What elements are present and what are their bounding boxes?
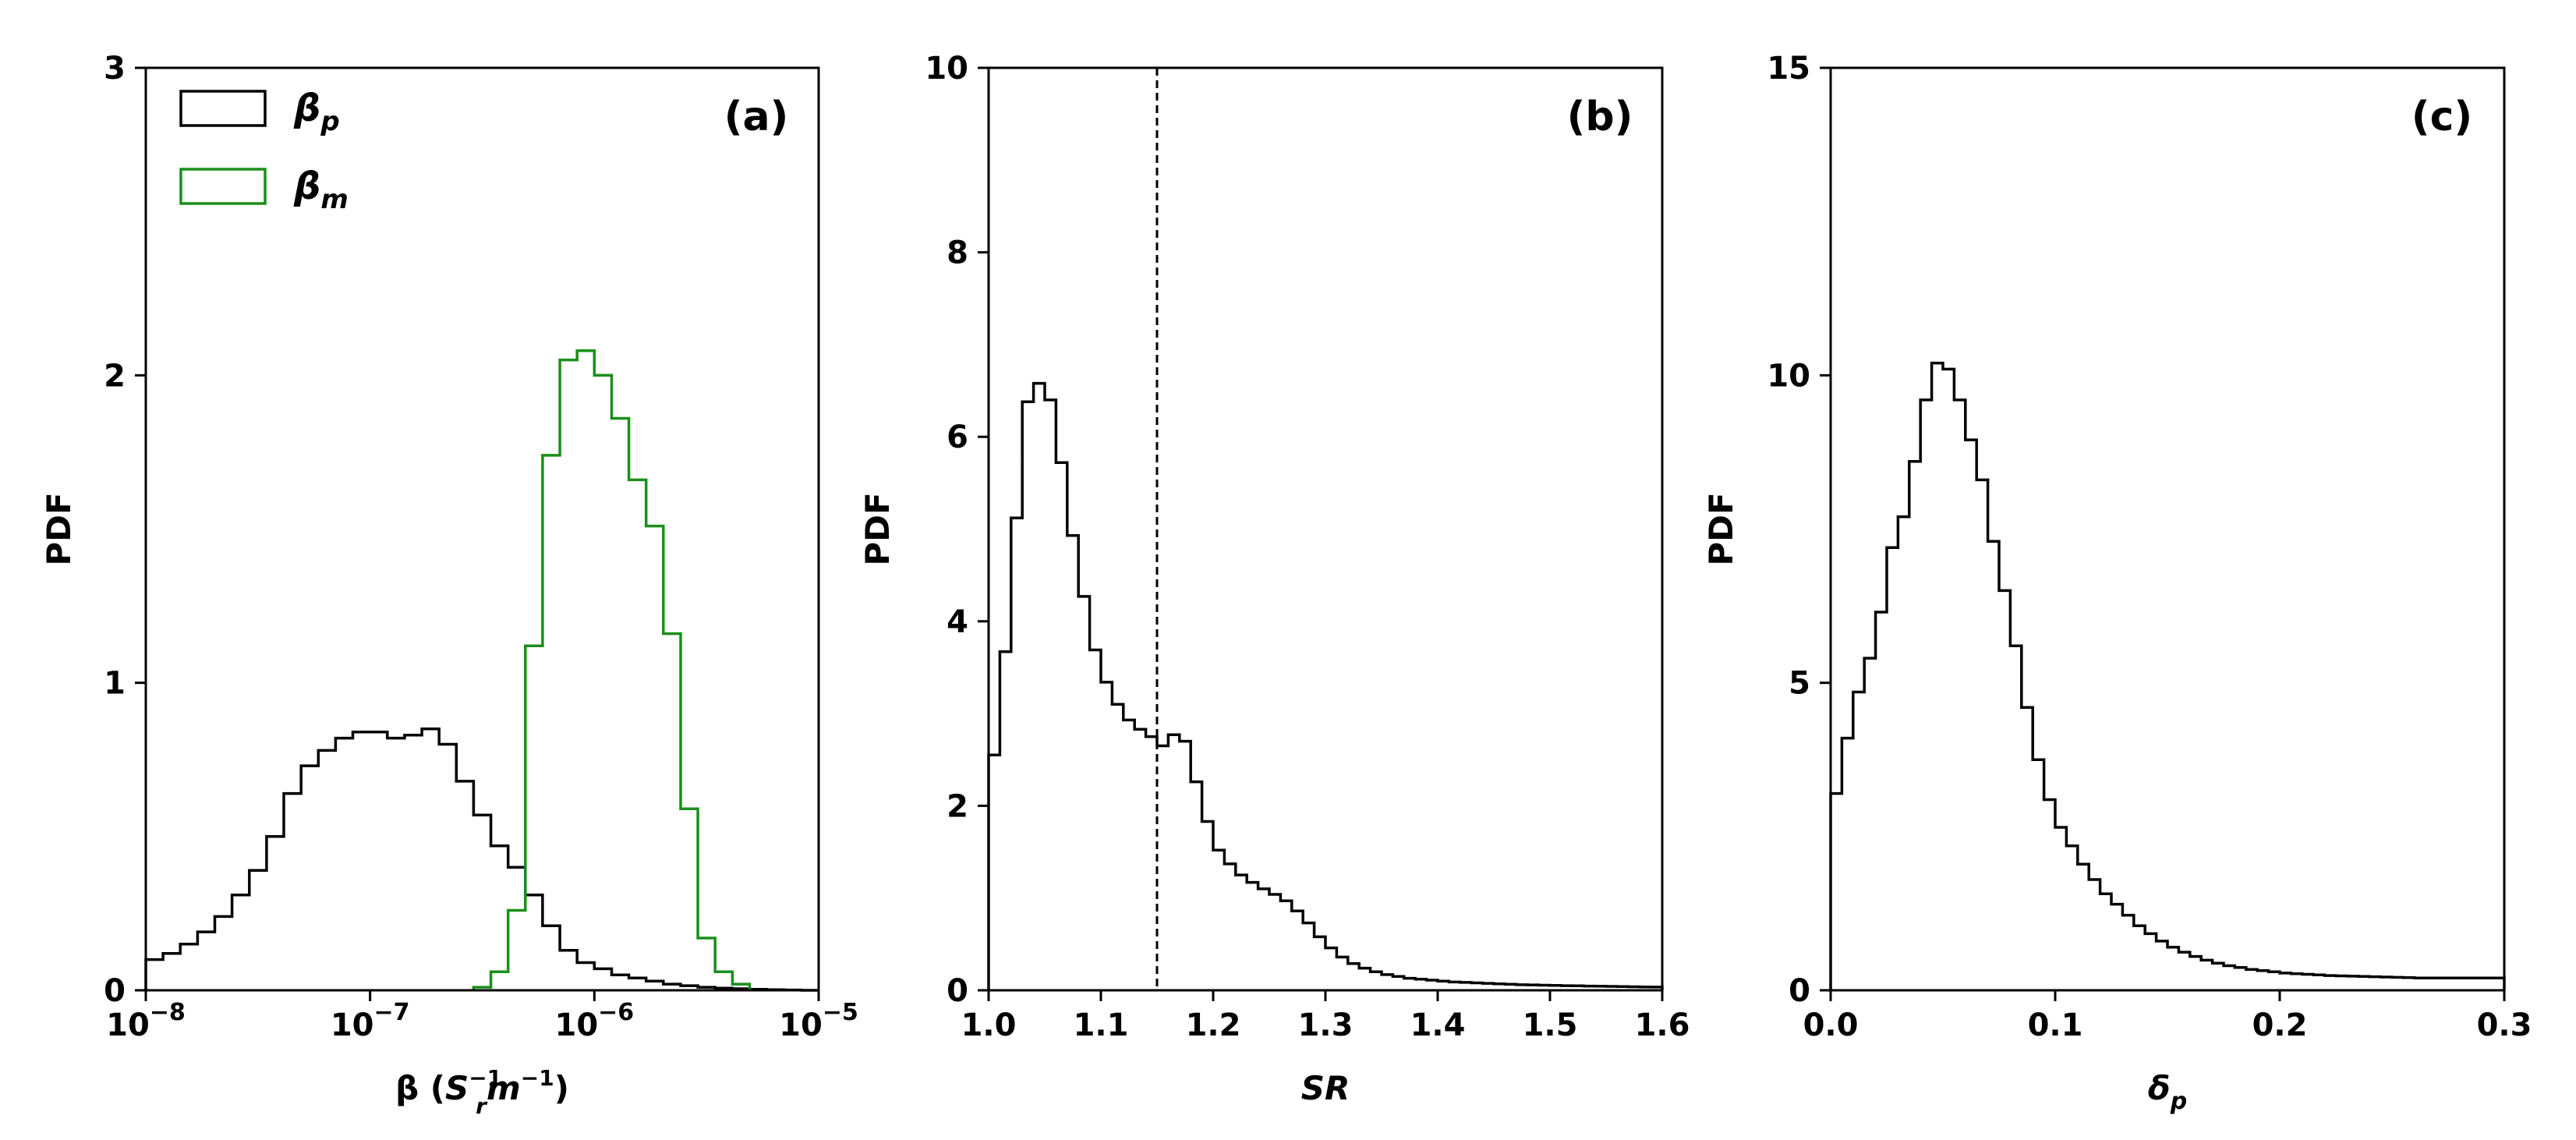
- x-tick-label: 10−7: [331, 999, 410, 1043]
- chart-panel-3: 0.0 0.1 0.2 0.3 0 5 10 15 PDF δp (c): [1702, 51, 2532, 1115]
- y-tick-label: 0: [104, 973, 126, 1009]
- x-tick-label: 0.1: [2028, 1007, 2083, 1043]
- y-axis-label: PDF: [40, 492, 78, 565]
- x-tick-label: 1.0: [961, 1007, 1017, 1043]
- x-tick-label: 10−5: [779, 999, 858, 1043]
- panel-label: (a): [724, 94, 789, 140]
- x-tick-label: 0.0: [1803, 1007, 1859, 1043]
- x-tick-label: 1.1: [1074, 1007, 1129, 1043]
- x-tick-label: 1.2: [1186, 1007, 1241, 1043]
- x-tick-label: 1.5: [1523, 1007, 1578, 1043]
- legend-swatch: [179, 90, 267, 127]
- y-tick-label: 10: [925, 51, 968, 87]
- panel-label: (c): [2411, 94, 2472, 140]
- x-tick-label: 1.4: [1410, 1007, 1466, 1043]
- x-tick-label: 1.3: [1298, 1007, 1353, 1043]
- x-tick-label: 1.6: [1635, 1007, 1690, 1043]
- chart-panel-2: 1.0 1.1 1.2 1.3 1.4 1.5 1.6 0 2 4 6 8 10 PDF SR (b): [858, 51, 1690, 1107]
- x-axis-label: β (S−1 rm−1): [395, 1065, 569, 1119]
- y-tick-label: 0: [1789, 973, 1810, 1009]
- y-tick-label: 4: [947, 604, 968, 640]
- x-tick-label: 10−8: [106, 999, 186, 1043]
- y-tick-label: 8: [947, 235, 968, 271]
- y-tick-label: 2: [104, 358, 126, 394]
- histogram-series-βm: [472, 349, 752, 990]
- x-axis-label: SR: [1301, 1069, 1350, 1107]
- axes-frame: [144, 66, 820, 992]
- y-tick-label: 5: [1789, 666, 1810, 702]
- panel-label: (b): [1567, 94, 1633, 140]
- x-axis-label: δp: [2148, 1069, 2187, 1115]
- y-tick-label: 1: [104, 666, 126, 702]
- x-tick-label: 10−6: [554, 999, 634, 1043]
- legend-label: βp: [293, 87, 340, 137]
- x-tick-label: 0.3: [2477, 1007, 2532, 1043]
- y-tick-label: 3: [104, 51, 126, 87]
- y-tick-label: 2: [947, 788, 968, 824]
- histogram-series-series-1: [1829, 361, 2506, 990]
- y-tick-label: 6: [947, 420, 968, 455]
- y-tick-label: 0: [947, 973, 968, 1009]
- legend: βp βm: [179, 87, 349, 215]
- y-tick-label: 10: [1767, 358, 1810, 394]
- histogram-series-series-1: [987, 381, 1664, 990]
- legend-swatch: [179, 168, 267, 205]
- y-axis-label: PDF: [1702, 492, 1740, 565]
- histogram-series-βp: [144, 728, 819, 992]
- y-axis-label: PDF: [858, 492, 897, 565]
- legend-label: βm: [293, 165, 349, 215]
- y-tick-label: 15: [1767, 51, 1810, 87]
- x-tick-label: 0.2: [2252, 1007, 2308, 1043]
- axes-frame: [1829, 66, 2506, 992]
